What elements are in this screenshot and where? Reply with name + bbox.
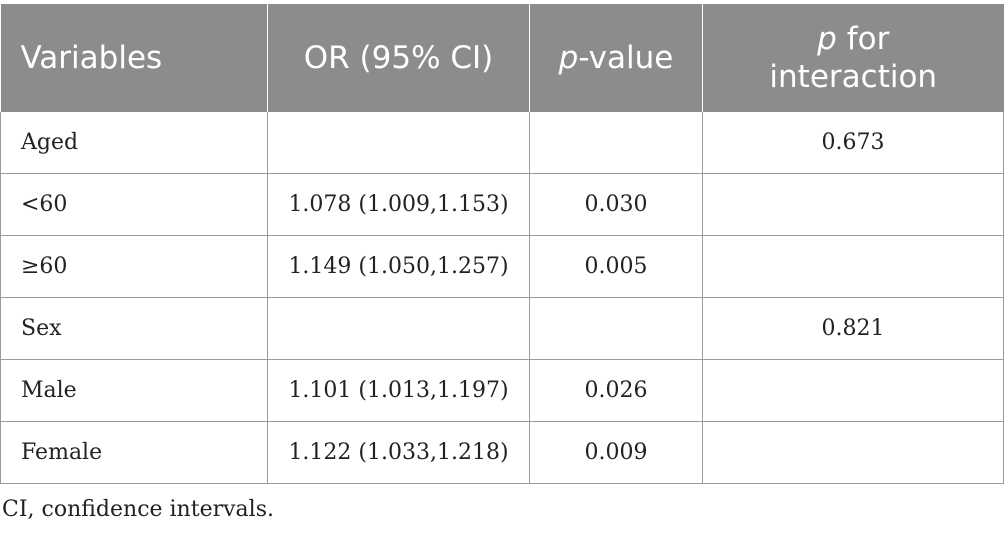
cell-p-interaction xyxy=(702,235,1004,298)
cell-p-value: 0.026 xyxy=(529,359,703,422)
header-or: OR (95% CI) xyxy=(267,4,530,112)
cell-p-value xyxy=(529,112,703,174)
cell-or xyxy=(267,112,530,174)
header-variables: Variables xyxy=(0,4,268,112)
cell-variable: <60 xyxy=(0,173,268,236)
header-p-interaction: p for interaction xyxy=(702,4,1004,112)
table-row: Aged 0.673 xyxy=(0,112,1004,174)
table-footnote: CI, confidence intervals. xyxy=(2,497,274,522)
header-p-interaction-italic: p xyxy=(817,21,837,57)
cell-p-interaction xyxy=(702,359,1004,422)
cell-p-value: 0.030 xyxy=(529,173,703,236)
cell-or: 1.122 (1.033,1.218) xyxy=(267,421,530,484)
cell-p-value: 0.009 xyxy=(529,421,703,484)
cell-variable: Sex xyxy=(0,297,268,360)
cell-variable: ≥60 xyxy=(0,235,268,298)
cell-p-interaction: 0.673 xyxy=(702,112,1004,174)
table-row: Sex 0.821 xyxy=(0,297,1004,360)
cell-p-interaction: 0.821 xyxy=(702,297,1004,360)
cell-or: 1.101 (1.013,1.197) xyxy=(267,359,530,422)
cell-variable: Aged xyxy=(0,112,268,174)
header-row: Variables OR (95% CI) p-value p for inter… xyxy=(0,4,1004,112)
header-p-interaction-rest-2: interaction xyxy=(769,59,938,95)
table-row: Male 1.101 (1.013,1.197) 0.026 xyxy=(0,359,1004,422)
cell-or: 1.149 (1.050,1.257) xyxy=(267,235,530,298)
cell-or xyxy=(267,297,530,360)
cell-p-value xyxy=(529,297,703,360)
results-table-container: Variables OR (95% CI) p-value p for inter… xyxy=(0,4,1004,484)
cell-or: 1.078 (1.009,1.153) xyxy=(267,173,530,236)
header-p-value-italic: p xyxy=(558,40,579,76)
cell-p-value: 0.005 xyxy=(529,235,703,298)
header-p-value-rest: -value xyxy=(578,40,674,76)
header-p-value: p-value xyxy=(529,4,703,112)
subgroup-analysis-table: Variables OR (95% CI) p-value p for inter… xyxy=(0,4,1004,484)
table-row: <60 1.078 (1.009,1.153) 0.030 xyxy=(0,173,1004,236)
cell-variable: Female xyxy=(0,421,268,484)
table-row: Female 1.122 (1.033,1.218) 0.009 xyxy=(0,421,1004,484)
cell-variable: Male xyxy=(0,359,268,422)
cell-p-interaction xyxy=(702,173,1004,236)
table-row: ≥60 1.149 (1.050,1.257) 0.005 xyxy=(0,235,1004,298)
header-p-interaction-rest-1: for xyxy=(836,21,890,57)
cell-p-interaction xyxy=(702,421,1004,484)
